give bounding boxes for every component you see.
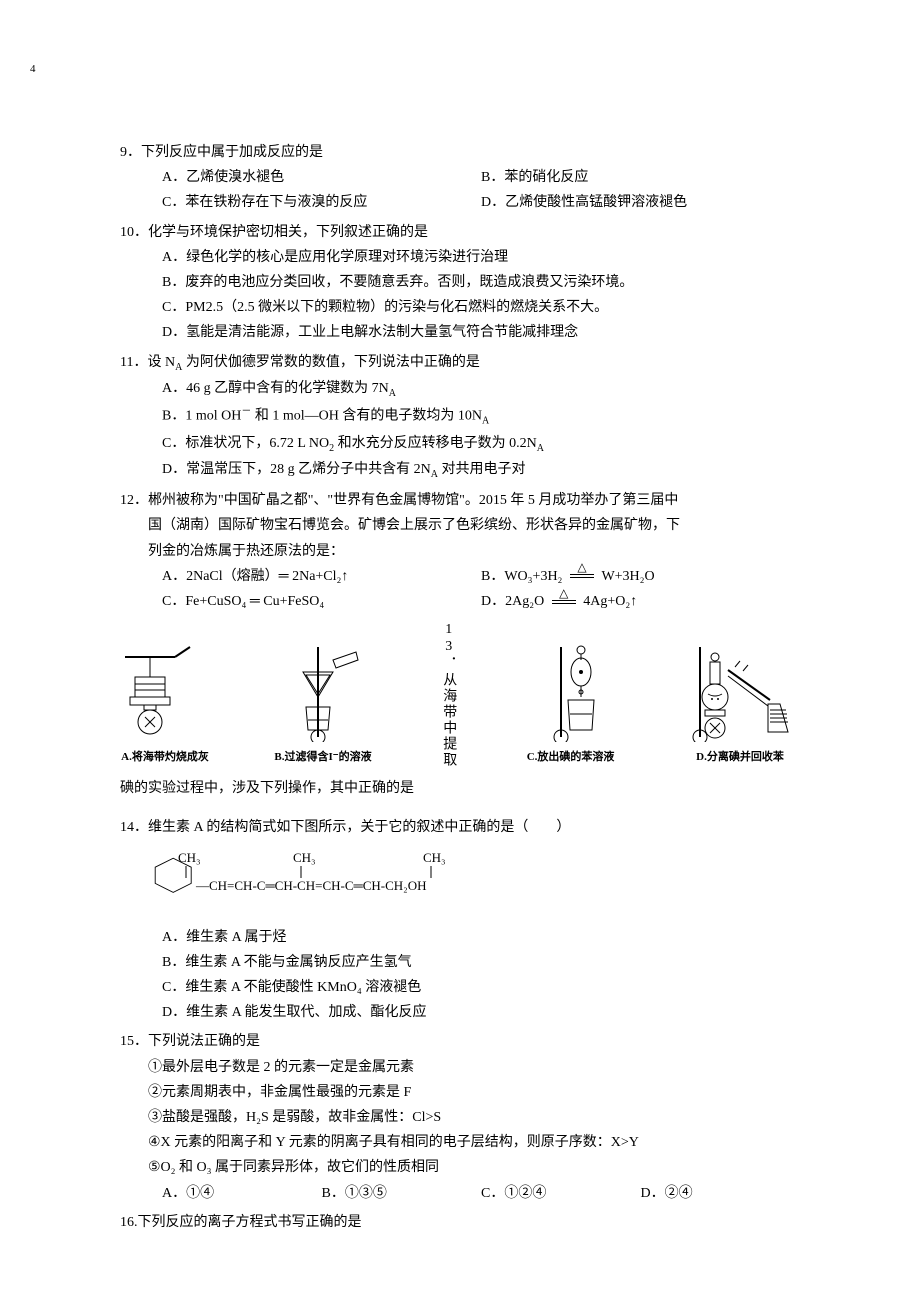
q14-opt-d: D．维生素 A 能发生取代、加成、酯化反应 bbox=[162, 1000, 800, 1025]
q16-stem: 16.下列反应的离子方程式书写正确的是 bbox=[120, 1210, 800, 1235]
question-11: 11．设 NA 为阿伏伽德罗常数的数值，下列说法中正确的是 A．46 g 乙醇中… bbox=[120, 350, 800, 485]
q12-stem3: 列金的冶炼属于热还原法的是： bbox=[148, 539, 800, 564]
q12-opt-d: D．2Ag₂O △ 4Ag+O₂↑ bbox=[481, 589, 800, 614]
q14-opt-a: A．维生素 A 属于烃 bbox=[162, 925, 800, 950]
q12-stem1: 12．郴州被称为"中国矿晶之都"、"世界有色金属博物馆"。2015 年 5 月成… bbox=[120, 488, 800, 513]
q12-stem2: 国（湖南）国际矿物宝石博览会。矿博会上展示了色彩缤纷、形状各异的金属矿物，下 bbox=[148, 513, 800, 538]
question-16: 16.下列反应的离子方程式书写正确的是 bbox=[120, 1210, 800, 1235]
diagram-a: A.将海带灼烧成灰 bbox=[120, 642, 210, 768]
distillation-icon bbox=[680, 642, 800, 742]
q15-s2: ②元素周期表中，非金属性最强的元素是 F bbox=[148, 1080, 800, 1105]
q15-opt-b: B．①③⑤ bbox=[322, 1181, 482, 1206]
question-12: 12．郴州被称为"中国矿晶之都"、"世界有色金属博物馆"。2015 年 5 月成… bbox=[120, 488, 800, 614]
question-14: 14．维生素 A 的结构简式如下图所示，关于它的叙述中正确的是（ ） CH₃ C… bbox=[120, 815, 800, 1025]
vitamin-a-structure: CH₃ CH₃ CH₃ —CH=CH-C═CH-CH=CH-C═CH-CH₂OH bbox=[148, 850, 800, 914]
q9-row1: A．乙烯使溴水褪色 B．苯的硝化反应 bbox=[162, 165, 800, 190]
q15-s1: ①最外层电子数是 2 的元素一定是金属元素 bbox=[148, 1055, 800, 1080]
diagram-b-caption: B.过滤得含I⁻的溶液 bbox=[274, 748, 371, 768]
question-10: 10．化学与环境保护密切相关，下列叙述正确的是 A．绿色化学的核心是应用化学原理… bbox=[120, 220, 800, 346]
q10-opt-c: C．PM2.5（2.5 微米以下的颗粒物）的污染与化石燃料的燃烧关系不大。 bbox=[162, 295, 800, 320]
q15-opt-d: D．②④ bbox=[641, 1181, 801, 1206]
diagram-c: C.放出碘的苯溶液 bbox=[526, 642, 616, 768]
q14-opt-c: C．维生素 A 不能使酸性 KMnO₄ 溶液褪色 bbox=[162, 975, 800, 1000]
q12-row2: C．Fe+CuSO₄ ═ Cu+FeSO₄ D．2Ag₂O △ 4Ag+O₂↑ bbox=[162, 589, 800, 614]
q15-opts: A．①④ B．①③⑤ C．①②④ D．②④ bbox=[162, 1181, 800, 1206]
q14-stem: 14．维生素 A 的结构简式如下图所示，关于它的叙述中正确的是（ ） bbox=[120, 815, 800, 840]
separating-funnel-icon bbox=[526, 642, 616, 742]
q15-opt-a: A．①④ bbox=[162, 1181, 322, 1206]
diagram-d: D.分离碘并回收苯 bbox=[680, 642, 800, 768]
page-marker: 4 bbox=[30, 60, 36, 80]
q15-s5: ⑤O₂ 和 O₃ 属于同素异形体，故它们的性质相同 bbox=[148, 1155, 800, 1180]
question-15: 15．下列说法正确的是 ①最外层电子数是 2 的元素一定是金属元素 ②元素周期表… bbox=[120, 1029, 800, 1205]
svg-text:—CH=CH-C═CH-CH=CH-C═CH-CH₂OH: —CH=CH-C═CH-CH=CH-C═CH-CH₂OH bbox=[195, 878, 426, 893]
q14-opt-b: B．维生素 A 不能与金属钠反应产生氢气 bbox=[162, 950, 800, 975]
svg-text:CH₃: CH₃ bbox=[423, 850, 446, 865]
diagram-a-caption: A.将海带灼烧成灰 bbox=[120, 748, 210, 768]
q11-opt-a: A．46 g 乙醇中含有的化学键数为 7NA bbox=[162, 376, 800, 403]
svg-text:CH₃: CH₃ bbox=[293, 850, 316, 865]
q10-stem: 10．化学与环境保护密切相关，下列叙述正确的是 bbox=[120, 220, 800, 245]
q9-stem: 9．下列反应中属于加成反应的是 bbox=[120, 140, 800, 165]
q9-row2: C．苯在铁粉存在下与液溴的反应 D．乙烯使酸性高锰酸钾溶液褪色 bbox=[162, 190, 800, 215]
q10-opt-a: A．绿色化学的核心是应用化学原理对环境污染进行治理 bbox=[162, 245, 800, 270]
q12-opt-c: C．Fe+CuSO₄ ═ Cu+FeSO₄ bbox=[162, 589, 481, 614]
q10-opt-d: D．氢能是清洁能源，工业上电解水法制大量氢气符合节能减排理念 bbox=[162, 320, 800, 345]
q12-row1: A．2NaCl（熔融）═ 2Na+Cl₂↑ B．WO₃+3H₂ △ W+3H₂O bbox=[162, 564, 800, 589]
diagram-c-caption: C.放出碘的苯溶液 bbox=[526, 748, 616, 768]
q13-stem-after: 碘的实验过程中，涉及下列操作，其中正确的是 bbox=[120, 776, 800, 801]
q9-opt-c: C．苯在铁粉存在下与液溴的反应 bbox=[162, 190, 481, 215]
q11-opt-c: C．标准状况下，6.72 L NO2 和水充分反应转移电子数为 0.2NA bbox=[162, 431, 800, 458]
q12-opt-b: B．WO₃+3H₂ △ W+3H₂O bbox=[481, 564, 800, 589]
question-9: 9．下列反应中属于加成反应的是 A．乙烯使溴水褪色 B．苯的硝化反应 C．苯在铁… bbox=[120, 140, 800, 216]
q11-opt-d: D．常温常压下，28 g 乙烯分子中共含有 2NA 对共用电子对 bbox=[162, 457, 800, 484]
q11-stem: 11．设 NA 为阿伏伽德罗常数的数值，下列说法中正确的是 bbox=[120, 350, 800, 377]
q15-opt-c: C．①②④ bbox=[481, 1181, 641, 1206]
q15-s3: ③盐酸是强酸，H₂S 是弱酸，故非金属性：Cl>S bbox=[148, 1105, 800, 1130]
q13-diagrams: A.将海带灼烧成灰 B.过滤得含I⁻的溶液 13．从海带中提取 bbox=[120, 622, 800, 768]
q11-opt-b: B．1 mol OH－ 和 1 mol—OH 含有的电子数均为 10NA bbox=[162, 403, 800, 430]
q15-s4: ④X 元素的阳离子和 Y 元素的阴离子具有相同的电子层结构，则原子序数：X>Y bbox=[148, 1130, 800, 1155]
q12-opt-a: A．2NaCl（熔融）═ 2Na+Cl₂↑ bbox=[162, 564, 481, 589]
q9-opt-d: D．乙烯使酸性高锰酸钾溶液褪色 bbox=[481, 190, 800, 215]
q15-stem: 15．下列说法正确的是 bbox=[120, 1029, 800, 1054]
diagram-b: B.过滤得含I⁻的溶液 bbox=[274, 642, 371, 768]
q9-opt-a: A．乙烯使溴水褪色 bbox=[162, 165, 481, 190]
burning-icon bbox=[120, 642, 210, 742]
q13-vertical-text: 13．从海带中提取 bbox=[436, 622, 461, 768]
q10-opt-b: B．废弃的电池应分类回收，不要随意丢弃。否则，既造成浪费又污染环境。 bbox=[162, 270, 800, 295]
q9-opt-b: B．苯的硝化反应 bbox=[481, 165, 800, 190]
diagram-d-caption: D.分离碘并回收苯 bbox=[680, 748, 800, 768]
filter-icon bbox=[278, 642, 368, 742]
